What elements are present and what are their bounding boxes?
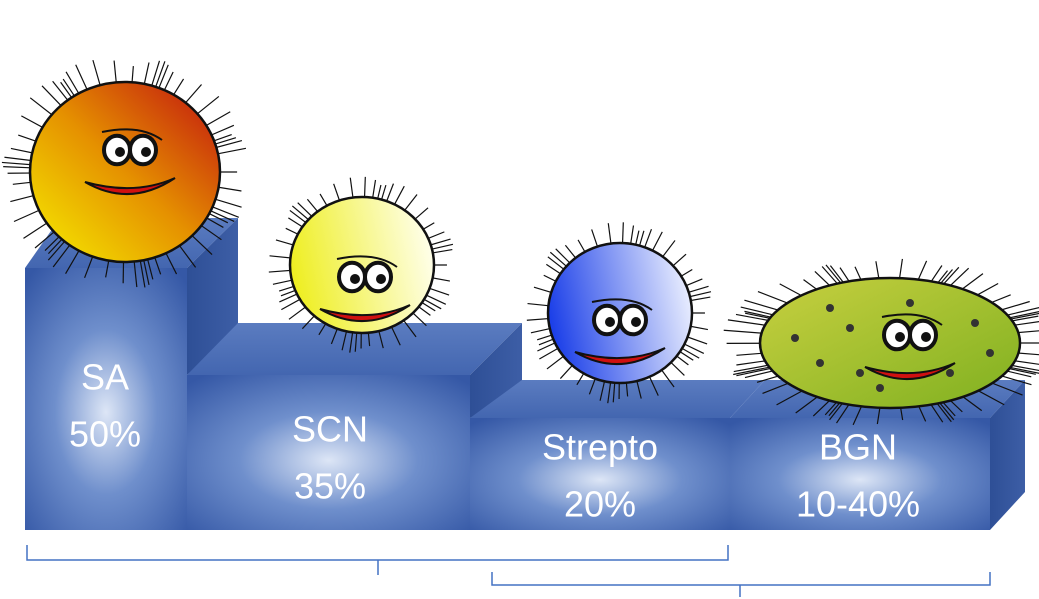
brace bbox=[491, 572, 991, 597]
spot bbox=[826, 304, 834, 312]
spot bbox=[856, 369, 864, 377]
block-side bbox=[187, 218, 238, 375]
brow bbox=[591, 298, 653, 311]
spot bbox=[876, 384, 884, 392]
spot bbox=[946, 369, 954, 377]
block-side bbox=[470, 323, 522, 418]
pupil bbox=[141, 147, 151, 157]
bacteria bbox=[1, 59, 1039, 426]
spot bbox=[971, 319, 979, 327]
block-front bbox=[25, 268, 187, 530]
mouth bbox=[319, 304, 411, 323]
spot bbox=[986, 349, 994, 357]
block-front bbox=[730, 418, 990, 530]
spot bbox=[906, 299, 914, 307]
brow bbox=[881, 313, 943, 326]
block-name: SA bbox=[81, 357, 129, 398]
brow bbox=[101, 128, 163, 141]
pupil bbox=[631, 317, 641, 327]
block-value: 10-40% bbox=[796, 484, 920, 525]
block-top bbox=[470, 380, 765, 418]
mouth bbox=[864, 362, 956, 381]
mouth bbox=[84, 177, 176, 196]
spot bbox=[816, 359, 824, 367]
pupil bbox=[115, 147, 125, 157]
brow bbox=[336, 255, 398, 268]
pupil bbox=[605, 317, 615, 327]
block-value: 35% bbox=[294, 466, 366, 507]
spot bbox=[846, 324, 854, 332]
brace bbox=[26, 545, 729, 575]
block-name: SCN bbox=[292, 409, 368, 450]
block-name: BGN bbox=[819, 427, 897, 468]
bacterium-body bbox=[28, 80, 222, 264]
block-front bbox=[187, 375, 470, 530]
mouth bbox=[574, 347, 666, 366]
block-name: Strepto bbox=[542, 427, 658, 468]
spot bbox=[791, 334, 799, 342]
pupil bbox=[895, 332, 905, 342]
block-side bbox=[990, 380, 1025, 530]
block-front bbox=[470, 418, 730, 530]
pupil bbox=[921, 332, 931, 342]
block-top bbox=[187, 323, 522, 375]
block-value: 20% bbox=[564, 484, 636, 525]
pupil bbox=[376, 274, 386, 284]
block-value: 50% bbox=[69, 414, 141, 455]
pupil bbox=[350, 274, 360, 284]
